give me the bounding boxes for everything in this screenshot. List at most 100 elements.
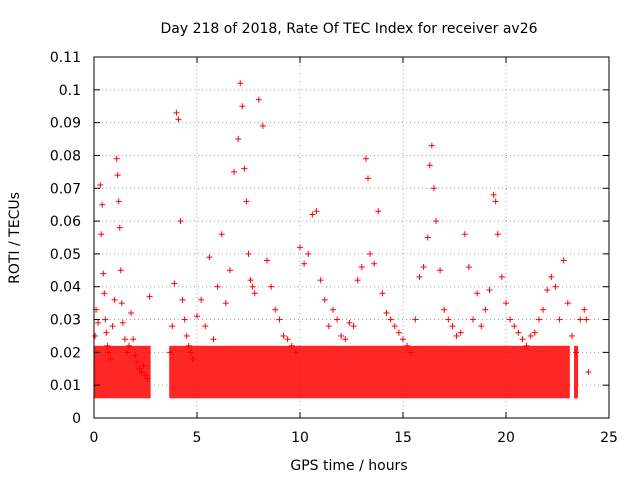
data-point bbox=[140, 362, 147, 369]
data-point bbox=[130, 336, 137, 343]
y-tick-labels: 0 0.01 0.02 0.03 0.04 0.05 0.06 0.07 0.08 0.09 0.1… bbox=[50, 50, 81, 427]
data-point bbox=[519, 336, 526, 343]
data-point bbox=[247, 277, 254, 284]
x-tick-label: 25 bbox=[600, 430, 618, 446]
data-point bbox=[581, 306, 588, 313]
data-point bbox=[437, 267, 444, 274]
data-point bbox=[214, 283, 221, 290]
data-point bbox=[292, 349, 299, 356]
data-point bbox=[334, 316, 341, 323]
data-point bbox=[121, 336, 128, 343]
data-point bbox=[358, 264, 365, 271]
data-point bbox=[420, 264, 427, 271]
data-point bbox=[531, 329, 538, 336]
data-point bbox=[146, 293, 153, 300]
data-point bbox=[284, 336, 291, 343]
data-point bbox=[119, 319, 126, 326]
data-point bbox=[237, 80, 244, 87]
data-point bbox=[175, 116, 182, 123]
y-tick-label: 0.02 bbox=[50, 345, 81, 361]
data-point bbox=[118, 300, 125, 307]
data-point bbox=[309, 211, 316, 218]
data-point bbox=[167, 349, 174, 356]
data-point bbox=[276, 316, 283, 323]
data-point bbox=[206, 254, 213, 261]
data-point bbox=[173, 109, 180, 116]
data-point bbox=[453, 332, 460, 339]
data-point bbox=[251, 290, 258, 297]
data-point bbox=[134, 359, 141, 366]
data-point bbox=[272, 306, 279, 313]
data-point bbox=[424, 234, 431, 241]
data-point bbox=[177, 218, 184, 225]
data-point bbox=[457, 329, 464, 336]
x-tick-label: 5 bbox=[193, 430, 202, 446]
data-point bbox=[470, 316, 477, 323]
data-point bbox=[523, 342, 530, 349]
data-point bbox=[490, 191, 497, 198]
data-point bbox=[181, 316, 188, 323]
data-point bbox=[342, 336, 349, 343]
data-point bbox=[416, 273, 423, 280]
data-point bbox=[297, 244, 303, 251]
data-point bbox=[226, 267, 233, 274]
x-axis-label: GPS time / hours bbox=[290, 458, 407, 474]
data-point bbox=[527, 332, 534, 339]
data-point bbox=[387, 316, 394, 323]
data-point bbox=[194, 313, 200, 320]
y-tick-label: 0.09 bbox=[50, 116, 81, 132]
data-point bbox=[441, 306, 448, 313]
data-point bbox=[465, 264, 472, 271]
data-point bbox=[101, 290, 108, 297]
data-point bbox=[185, 342, 192, 349]
x-tick-label: 0 bbox=[90, 430, 99, 446]
dense-band-segment bbox=[169, 345, 570, 399]
data-point bbox=[117, 267, 124, 274]
data-point bbox=[115, 198, 122, 205]
data-point bbox=[313, 208, 320, 215]
data-point bbox=[515, 329, 522, 336]
dense-data-band bbox=[94, 345, 579, 399]
data-point bbox=[404, 342, 411, 349]
data-point bbox=[583, 316, 590, 323]
dense-band-segment bbox=[573, 345, 579, 399]
data-point bbox=[412, 316, 419, 323]
data-point bbox=[426, 162, 433, 169]
data-point bbox=[482, 306, 489, 313]
data-point bbox=[449, 323, 456, 330]
data-point bbox=[556, 316, 563, 323]
data-point bbox=[498, 273, 505, 280]
data-point bbox=[142, 372, 149, 379]
data-point bbox=[503, 300, 509, 307]
data-point bbox=[126, 342, 133, 349]
data-point bbox=[507, 316, 514, 323]
data-point bbox=[107, 355, 114, 362]
data-point bbox=[138, 369, 145, 376]
data-point bbox=[136, 365, 143, 372]
data-point bbox=[432, 218, 439, 225]
data-point bbox=[408, 349, 415, 356]
data-point bbox=[486, 287, 493, 294]
data-point bbox=[99, 201, 106, 208]
data-point bbox=[535, 316, 542, 323]
data-point bbox=[102, 316, 109, 323]
data-point bbox=[171, 280, 178, 287]
data-point bbox=[338, 332, 345, 339]
data-point bbox=[187, 349, 194, 356]
x-tick-labels: 0 5 10 15 20 25 bbox=[90, 430, 618, 446]
x-tick-label: 20 bbox=[497, 430, 515, 446]
data-point bbox=[114, 172, 121, 179]
data-point bbox=[245, 250, 252, 257]
data-point bbox=[264, 257, 271, 264]
y-tick-label: 0.07 bbox=[50, 181, 81, 197]
data-point bbox=[329, 306, 336, 313]
data-point bbox=[568, 332, 575, 339]
data-point bbox=[218, 231, 225, 238]
data-point bbox=[362, 155, 369, 162]
data-point bbox=[321, 296, 328, 303]
data-point bbox=[478, 323, 485, 330]
data-point bbox=[113, 155, 120, 162]
data-point bbox=[104, 342, 111, 349]
data-point bbox=[461, 231, 468, 238]
data-point bbox=[400, 336, 406, 343]
